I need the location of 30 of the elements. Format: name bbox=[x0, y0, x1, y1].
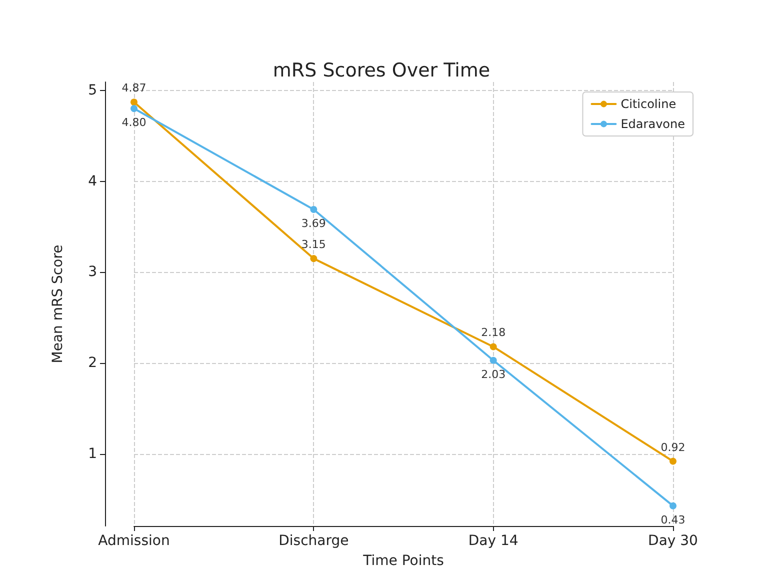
point bbox=[490, 356, 497, 364]
x-tick-label: Day 30 bbox=[648, 533, 698, 549]
x-tick-label: Day 14 bbox=[468, 533, 518, 549]
y-tick-label: 3 bbox=[88, 264, 97, 280]
legend-label: Edaravone bbox=[620, 117, 686, 131]
data-label: 0.43 bbox=[660, 513, 686, 526]
y-axis-title: Mean mRS Score bbox=[50, 244, 66, 364]
y-tick-label: 5 bbox=[88, 82, 97, 98]
data-label: 2.03 bbox=[481, 368, 506, 381]
y-tick-label: 4 bbox=[88, 173, 98, 190]
point bbox=[670, 458, 676, 465]
point bbox=[310, 206, 318, 213]
y-tick-label: 1 bbox=[88, 446, 97, 462]
point bbox=[310, 255, 318, 262]
point bbox=[130, 98, 138, 106]
data-label: 3.69 bbox=[301, 216, 326, 230]
point bbox=[130, 105, 138, 112]
point bbox=[490, 343, 497, 350]
data-label: 0.92 bbox=[660, 440, 686, 454]
data-label: 3.15 bbox=[301, 238, 326, 252]
data-label: 4.87 bbox=[122, 82, 146, 95]
x-tick-label: Discharge bbox=[278, 533, 349, 549]
data-label: 2.18 bbox=[481, 326, 506, 340]
legend-label: Citicoline bbox=[620, 97, 676, 111]
y-tick-label: 2 bbox=[88, 355, 97, 372]
point bbox=[670, 502, 676, 510]
chart-title: mRS Scores Over Time bbox=[272, 60, 490, 82]
x-tick-label: Admission bbox=[98, 533, 170, 549]
x-axis-title: Time Points bbox=[362, 553, 444, 569]
data-label: 4.80 bbox=[122, 116, 146, 130]
